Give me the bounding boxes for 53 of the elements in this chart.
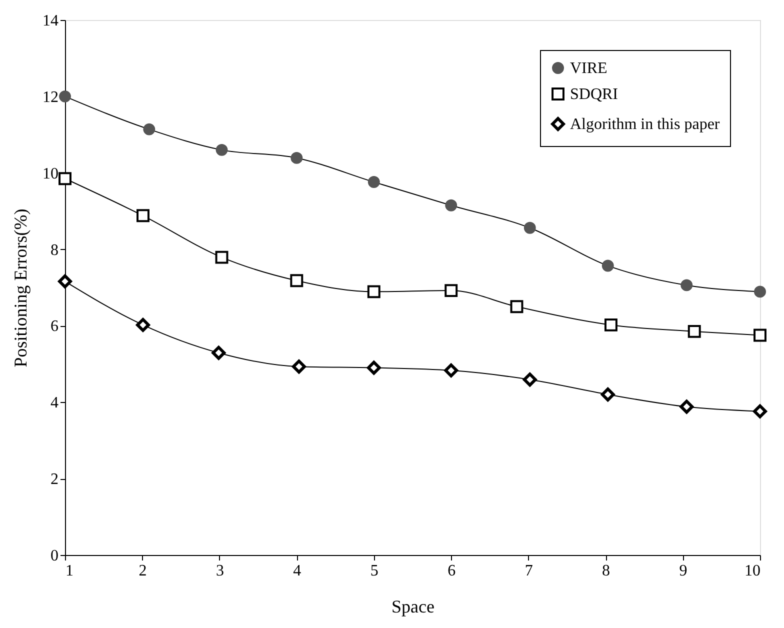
- point: [522, 372, 537, 387]
- x-tick-label: 7: [524, 562, 533, 580]
- point: [444, 284, 458, 298]
- legend-label: VIRE: [570, 60, 608, 77]
- y-tick-label: 6: [50, 318, 58, 336]
- point: [604, 318, 618, 332]
- point: [212, 346, 226, 360]
- x-tick-label: 9: [679, 562, 688, 580]
- point: [292, 360, 306, 374]
- y-tick-label: 4: [50, 394, 58, 412]
- point: [753, 404, 767, 418]
- point: [290, 152, 303, 164]
- point: [215, 250, 228, 264]
- y-tick-label: 10: [42, 165, 58, 182]
- x-tick-label: 3: [216, 562, 224, 580]
- point: [510, 300, 524, 314]
- point: [216, 144, 228, 156]
- point: [680, 400, 694, 414]
- point: [367, 285, 380, 298]
- y-tick-label: 12: [42, 88, 58, 106]
- y-tick-label: 8: [50, 242, 58, 259]
- y-tick-label: 14: [42, 12, 58, 30]
- x-tick-label: 6: [448, 562, 456, 580]
- point: [602, 260, 614, 272]
- point: [688, 324, 701, 338]
- point: [58, 172, 72, 186]
- point: [524, 222, 536, 234]
- y-tick-label: 2: [50, 471, 58, 488]
- point: [754, 286, 766, 298]
- point: [754, 328, 766, 342]
- point: [368, 176, 380, 188]
- point: [366, 360, 381, 375]
- y-axis-title: Positioning Errors(%): [10, 208, 30, 368]
- x-tick-label: 2: [138, 562, 147, 580]
- legend-label: Algorithm in this paper: [570, 116, 720, 133]
- legend-label: SDQRI: [570, 86, 618, 103]
- point: [290, 274, 304, 288]
- x-tick-label: 1: [66, 562, 74, 580]
- x-tick-label: 4: [293, 562, 302, 580]
- x-tick-label: 10: [744, 562, 760, 580]
- y-tick-label: 0: [50, 548, 58, 564]
- point: [59, 90, 71, 102]
- point: [58, 274, 72, 288]
- point: [444, 363, 458, 378]
- x-tick-label: 5: [370, 562, 378, 580]
- point: [445, 199, 458, 212]
- point: [136, 318, 150, 332]
- point: [600, 388, 615, 402]
- point: [136, 209, 150, 222]
- point: [680, 279, 693, 292]
- x-axis-title: Space: [392, 596, 434, 616]
- x-tick-label: 8: [602, 562, 610, 580]
- point: [143, 123, 156, 136]
